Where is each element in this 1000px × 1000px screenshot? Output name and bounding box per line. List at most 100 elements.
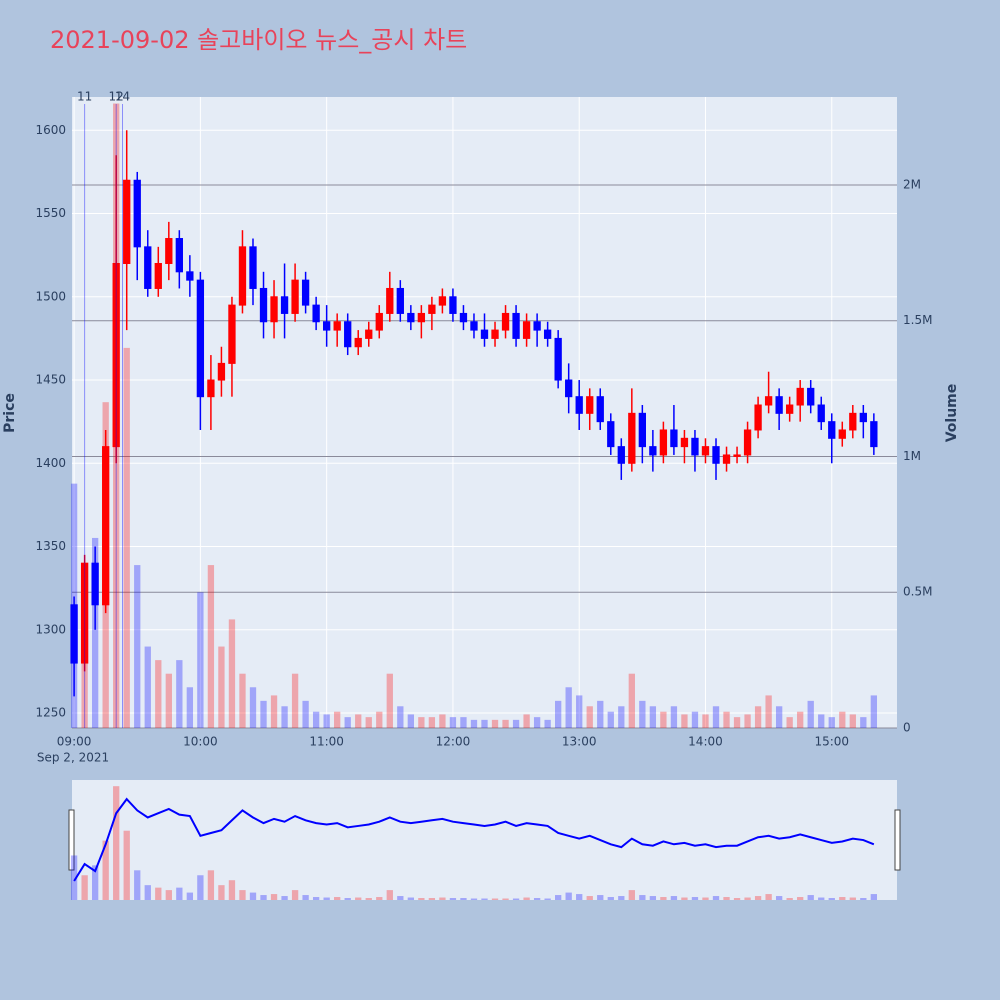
candle-body	[459, 312, 468, 323]
candle-body	[186, 271, 194, 281]
candle-body	[617, 446, 625, 464]
mini-volume-bar	[618, 896, 625, 900]
volume-bar	[754, 706, 762, 728]
y-tick-label: 1400	[35, 456, 66, 470]
mini-volume-bar	[639, 895, 646, 900]
mini-volume-bar	[712, 896, 720, 900]
candle-body	[649, 446, 657, 456]
candle-body	[154, 262, 162, 289]
volume-bar	[176, 660, 183, 728]
candle-body	[870, 421, 878, 448]
mini-volume-bar	[702, 897, 709, 900]
candle-body	[828, 421, 836, 439]
mini-volume-bar	[449, 898, 457, 900]
mini-volume-bar	[407, 897, 414, 900]
y-tick-label: 1450	[35, 373, 66, 387]
mini-volume-bar	[91, 865, 99, 900]
mini-volume-bar	[512, 898, 520, 900]
mini-volume-bar	[260, 895, 267, 900]
candle-body	[375, 312, 383, 331]
volume-bar	[702, 714, 709, 728]
candle-body	[754, 404, 762, 431]
mini-volume-bar	[839, 897, 846, 900]
volume-bar	[239, 673, 246, 728]
volume-bar	[723, 711, 730, 728]
mini-volume-bar	[70, 855, 78, 900]
candle-body	[270, 296, 278, 323]
mini-volume-bar	[123, 830, 130, 900]
range-slider	[72, 780, 897, 900]
mini-volume-bar	[344, 898, 351, 900]
mini-volume-bar	[523, 897, 530, 900]
volume-bar	[807, 700, 814, 728]
mini-volume-bar	[681, 897, 688, 900]
candle-body	[796, 387, 804, 406]
annotation-label: 14	[115, 90, 130, 104]
mini-volume-bar	[597, 895, 604, 900]
volume-bar	[649, 706, 657, 728]
x-date-label: Sep 2, 2021	[37, 751, 109, 765]
volume-bar	[165, 673, 172, 728]
y2-tick-label: 0	[903, 721, 911, 735]
candle-body	[607, 421, 615, 448]
mini-volume-bar	[649, 896, 657, 900]
y-tick-label: 1300	[35, 622, 66, 636]
mini-volume-bar	[691, 897, 699, 900]
candle-body	[449, 296, 457, 314]
mini-volume-bar	[355, 897, 362, 900]
volume-bar	[134, 565, 141, 728]
candle-body	[638, 412, 647, 448]
volume-bar	[765, 695, 772, 728]
volume-bar	[470, 719, 478, 728]
mini-volume-bar	[323, 897, 330, 900]
candle-body	[565, 379, 573, 398]
volume-bar	[312, 711, 320, 728]
candle-body	[733, 454, 741, 457]
mini-volume-bar	[386, 890, 393, 900]
volume-bar	[670, 706, 678, 728]
candle-body	[259, 287, 268, 323]
candle-body	[670, 429, 678, 448]
mini-volume-bar	[155, 887, 162, 900]
volume-bar	[355, 714, 362, 728]
mini-volume-bar	[765, 894, 772, 900]
mini-volume-bar	[470, 898, 478, 900]
volume-bar	[418, 717, 425, 728]
annotation-label: 12	[109, 90, 124, 104]
candle-body	[501, 312, 510, 331]
mini-volume-bar	[239, 890, 246, 900]
volume-bar	[733, 717, 741, 728]
volume-bar	[323, 714, 330, 728]
candle-body	[543, 329, 552, 339]
volume-bar	[197, 592, 204, 728]
volume-bar	[207, 565, 215, 728]
mini-volume-bar	[302, 895, 309, 900]
volume-bar	[91, 537, 99, 728]
mini-volume-bar	[176, 887, 183, 900]
volume-bar	[270, 695, 278, 728]
candle-body	[322, 321, 331, 331]
candle-body	[470, 321, 478, 331]
volume-bar	[186, 687, 194, 728]
range-handle[interactable]	[894, 809, 901, 871]
volume-bar	[544, 719, 551, 728]
volume-bar	[786, 717, 793, 728]
volume-bar	[481, 719, 488, 728]
y-tick-label: 1600	[35, 123, 66, 137]
range-handle[interactable]	[68, 809, 75, 871]
mini-volume-bar	[670, 896, 678, 900]
volume-bar	[344, 717, 351, 728]
candle-body	[786, 404, 794, 414]
candle-body	[112, 262, 120, 448]
volume-bar	[639, 700, 646, 728]
volume-bar	[365, 717, 372, 728]
y2-tick-label: 1M	[903, 449, 921, 463]
mini-volume-bar	[502, 898, 509, 900]
candle-body	[522, 321, 531, 339]
y-axis-title: Price	[2, 393, 18, 433]
volume-bar	[818, 714, 825, 728]
volume-bar	[428, 717, 436, 728]
candle-body	[365, 329, 373, 339]
candle-body	[849, 412, 857, 431]
